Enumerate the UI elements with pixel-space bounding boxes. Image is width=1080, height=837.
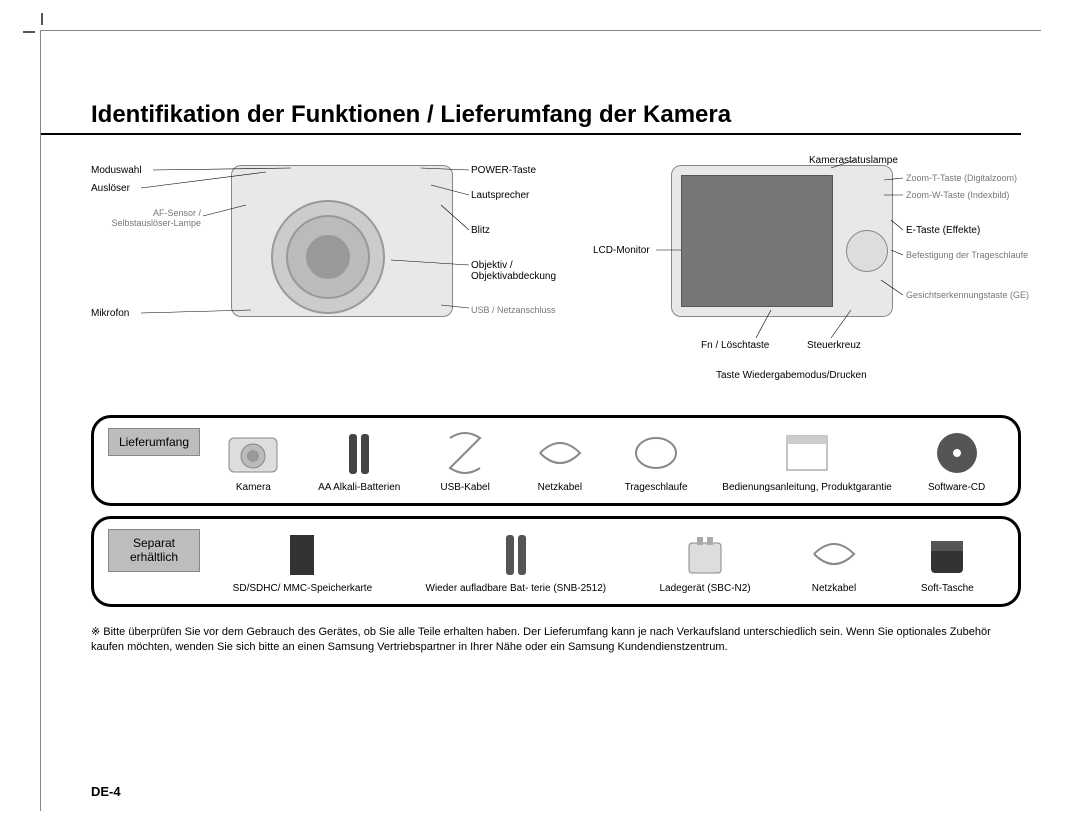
recharge-batteries-icon: [486, 529, 546, 579]
item-camera: Kamera: [223, 428, 283, 493]
item-label: SD/SDHC/ MMC-Speicherkarte: [233, 583, 372, 594]
power-cable-icon: [530, 428, 590, 478]
item-label: Netzkabel: [812, 583, 856, 594]
sd-card-icon: [272, 529, 332, 579]
item-label: AA Alkali-Batterien: [318, 482, 400, 493]
label-statuslampe: Kamerastatuslampe: [809, 155, 898, 166]
item-label: Netzkabel: [538, 482, 582, 493]
item-charger: Ladegerät (SBC-N2): [659, 529, 750, 594]
included-box: Lieferumfang Kamera AA Alkali-Batterien …: [91, 415, 1021, 506]
item-cd: Software-CD: [927, 428, 987, 493]
item-label: Bedienungsanleitung, Produktgarantie: [722, 482, 892, 493]
footnote-text: ※ Bitte überprüfen Sie vor dem Gebrauch …: [41, 617, 1041, 656]
label-lcd: LCD-Monitor: [593, 245, 650, 256]
item-label: Kamera: [236, 482, 271, 493]
item-power-cable-opt: Netzkabel: [804, 529, 864, 594]
label-wiedergabe: Taste Wiedergabemodus/Drucken: [716, 370, 867, 381]
optional-label: Separat erhältlich: [108, 529, 200, 572]
camera-lens-inner: [306, 235, 350, 279]
camera-lcd: [681, 175, 833, 307]
label-fn: Fn / Löschtaste: [701, 340, 769, 351]
usb-cable-icon: [435, 428, 495, 478]
item-label: Soft-Tasche: [921, 583, 974, 594]
item-recharge-batteries: Wieder aufladbare Bat- terie (SNB-2512): [426, 529, 607, 594]
charger-icon: [675, 529, 735, 579]
label-trageschlaufe: Befestigung der Trageschlaufe: [906, 250, 1028, 260]
label-lautsprecher: Lautsprecher: [471, 190, 529, 201]
item-label: USB-Kabel: [440, 482, 489, 493]
label-zoomw: Zoom-W-Taste (Indexbild): [906, 190, 1009, 200]
camera-icon: [223, 428, 283, 478]
crop-mark-v: [41, 13, 43, 25]
item-batteries: AA Alkali-Batterien: [318, 428, 400, 493]
camera-diagram: Moduswahl Auslöser AF-Sensor / Selbstaus…: [91, 150, 1021, 410]
item-label: Trageschlaufe: [625, 482, 688, 493]
page-number: DE-4: [91, 784, 121, 799]
page-container: Identifikation der Funktionen / Lieferum…: [40, 30, 1041, 811]
crop-mark-h: [23, 31, 35, 33]
label-ge: Gesichtserkennungstaste (GE): [906, 290, 1029, 300]
label-etaste: E-Taste (Effekte): [906, 225, 980, 236]
power-cable-icon: [804, 529, 864, 579]
soft-case-icon: [917, 529, 977, 579]
item-strap: Trageschlaufe: [625, 428, 688, 493]
optional-items: SD/SDHC/ MMC-Speicherkarte Wieder auflad…: [206, 529, 1004, 594]
item-label: Software-CD: [928, 482, 985, 493]
item-power-cable: Netzkabel: [530, 428, 590, 493]
item-sd-card: SD/SDHC/ MMC-Speicherkarte: [233, 529, 372, 594]
label-power: POWER-Taste: [471, 165, 536, 176]
item-soft-case: Soft-Tasche: [917, 529, 977, 594]
strap-icon: [626, 428, 686, 478]
label-moduswahl: Moduswahl: [91, 165, 142, 176]
label-objektiv: Objektiv / Objektivabdeckung: [471, 260, 571, 282]
label-mikrofon: Mikrofon: [91, 308, 129, 319]
label-zoomt: Zoom-T-Taste (Digitalzoom): [906, 173, 1017, 183]
item-usb-cable: USB-Kabel: [435, 428, 495, 493]
item-manual: Bedienungsanleitung, Produktgarantie: [722, 428, 892, 493]
label-afsensor: AF-Sensor / Selbstauslöser-Lampe: [91, 208, 201, 228]
label-blitz: Blitz: [471, 225, 490, 236]
manual-icon: [777, 428, 837, 478]
label-steuerkreuz: Steuerkreuz: [807, 340, 861, 351]
page-title: Identifikation der Funktionen / Lieferum…: [41, 31, 1021, 135]
included-label: Lieferumfang: [108, 428, 200, 456]
included-items: Kamera AA Alkali-Batterien USB-Kabel Net…: [206, 428, 1004, 493]
item-label: Ladegerät (SBC-N2): [659, 583, 750, 594]
camera-dpad: [846, 230, 888, 272]
label-usb: USB / Netzanschluss: [471, 305, 556, 315]
item-label: Wieder aufladbare Bat- terie (SNB-2512): [426, 583, 607, 594]
optional-box: Separat erhältlich SD/SDHC/ MMC-Speicher…: [91, 516, 1021, 607]
label-ausloeser: Auslöser: [91, 183, 130, 194]
batteries-icon: [329, 428, 389, 478]
cd-icon: [927, 428, 987, 478]
